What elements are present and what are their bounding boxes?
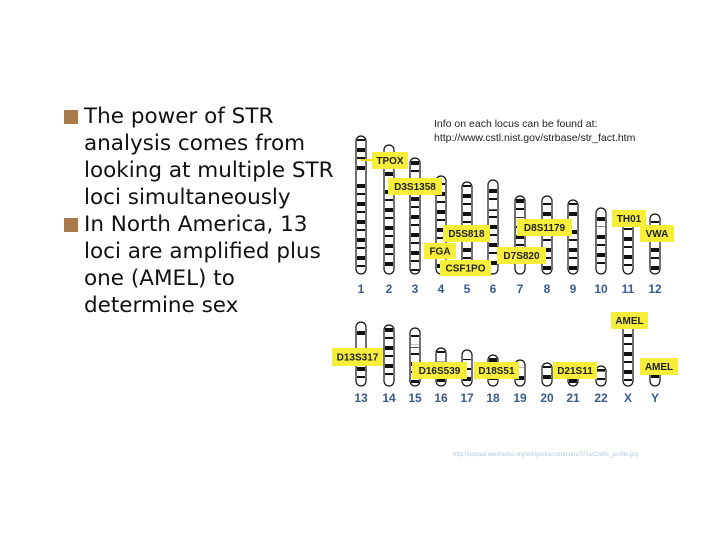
chromosome-number: 7	[517, 282, 524, 296]
locus-label-text: D21S11	[557, 366, 593, 377]
chromosome-X	[622, 317, 634, 387]
locus-label-text: TH01	[617, 214, 642, 225]
chromosome-number: 3	[412, 282, 419, 296]
locus-label-vwa: VWA	[640, 225, 674, 242]
chromosome-number: 5	[464, 282, 471, 296]
locus-label-text: D13S317	[337, 353, 379, 364]
locus-label-box	[388, 178, 442, 195]
locus-label-d18s51: D18S51	[474, 362, 519, 379]
chromosome-3	[409, 157, 421, 275]
locus-label-box	[612, 210, 646, 227]
locus-label-text: TPOX	[376, 156, 404, 167]
chromosome-9	[567, 199, 579, 275]
locus-label-fga: FGA	[424, 243, 456, 259]
locus-label-box	[474, 362, 519, 379]
chromosome-number: 17	[460, 391, 474, 405]
chromosome-20	[541, 362, 553, 387]
locus-label-d8s1179: D8S1179	[517, 219, 572, 236]
chromosome-2	[383, 144, 395, 275]
chromosome-number: 11	[622, 282, 635, 296]
chromosome-number: 1	[358, 282, 365, 296]
chromosome-number: 19	[513, 391, 527, 405]
locus-label-text: CSF1PO	[445, 264, 485, 275]
chromosome-number: 4	[438, 282, 445, 296]
locus-label-text: D3S1358	[394, 182, 436, 193]
bullet-text: In North America, 13 loci are amplified …	[84, 212, 321, 318]
locus-label-d21s11: D21S11	[553, 362, 597, 379]
locus-label-tpox: TPOX	[372, 152, 408, 169]
chromosome-number: X	[624, 391, 632, 405]
chromosome-number: 9	[570, 282, 577, 296]
bullet-text: The power of STR analysis comes from loo…	[84, 104, 334, 210]
locus-label-d3s1358: D3S1358	[388, 178, 442, 195]
bullet-list: The power of STR analysis comes from loo…	[64, 103, 334, 319]
locus-label-d13s317: D13S317	[332, 348, 383, 366]
locus-label-box	[443, 225, 490, 242]
chromosome-number: 10	[594, 282, 608, 296]
locus-label-text: D18S51	[478, 366, 515, 377]
chromosome-6	[487, 179, 499, 275]
locus-label-box	[640, 358, 678, 375]
bullet-square-icon	[64, 218, 78, 232]
locus-label-box	[440, 260, 491, 276]
chromosome-14	[383, 324, 395, 387]
image-credit: http://upload.wikimedia.org/wikipedia/co…	[453, 452, 639, 458]
chromosome-1	[355, 135, 367, 275]
locus-label-box	[372, 152, 408, 169]
chromosome-number: 6	[490, 282, 497, 296]
bullet-square-icon	[64, 110, 78, 124]
locus-label-box	[611, 312, 648, 329]
locus-label-text: FGA	[429, 247, 450, 258]
locus-label-d16s539: D16S539	[412, 362, 467, 379]
locus-label-th01: TH01	[612, 210, 646, 227]
chromosome-number: Y	[651, 391, 659, 405]
chromosome-22	[595, 365, 607, 387]
locus-label-text: D8S1179	[524, 223, 566, 234]
chromosome-number: 16	[434, 391, 448, 405]
locus-label-csf1po: CSF1PO	[440, 260, 491, 276]
locus-label-text: VWA	[646, 229, 669, 240]
locus-label-box	[412, 362, 467, 379]
locus-label-text: D5S818	[448, 229, 485, 240]
locus-label-box	[332, 348, 383, 366]
locus-label-box	[497, 247, 546, 264]
info-line: Info on each locus can be found at:	[434, 118, 598, 130]
locus-label-text: D7S820	[503, 251, 540, 262]
locus-label-d5s818: D5S818	[443, 225, 490, 242]
locus-label-text: AMEL	[645, 362, 673, 373]
chromosome-number: 18	[486, 391, 500, 405]
locus-label-amel: AMEL	[611, 312, 648, 329]
locus-label-text: AMEL	[615, 316, 643, 327]
locus-label-box	[517, 219, 572, 236]
locus-label-text: D16S539	[419, 366, 461, 377]
chromosome-number: 13	[354, 391, 368, 405]
chromosome-number: 22	[594, 391, 608, 405]
bullet-item: In North America, 13 loci are amplified …	[64, 211, 334, 319]
locus-label-box	[640, 225, 674, 242]
chromosome-number: 14	[382, 391, 396, 405]
chromosome-number: 2	[386, 282, 393, 296]
info-url: http://www.cstl.nist.gov/strbase/str_fac…	[434, 132, 636, 144]
bullet-item: The power of STR analysis comes from loo…	[64, 103, 334, 211]
locus-label-amel: AMEL	[640, 358, 678, 375]
locus-label-group: TPOX D3S1358 D5S818 FGA CSF1PO D7S820 D8S1179 T…	[332, 152, 678, 379]
chromosome-number: 15	[408, 391, 422, 405]
chromosome-12	[649, 213, 661, 275]
info-note: Info on each locus can be found at: http…	[434, 117, 635, 145]
locus-label-d7s820: D7S820	[497, 247, 546, 264]
chromosome-number: 12	[648, 282, 662, 296]
locus-label-box	[424, 243, 456, 259]
chromosome-number: 8	[544, 282, 551, 296]
chromosome-10	[595, 207, 607, 275]
chromosome-number: 20	[540, 391, 554, 405]
locus-label-box	[553, 362, 597, 379]
chromosome-number: 21	[566, 391, 580, 405]
